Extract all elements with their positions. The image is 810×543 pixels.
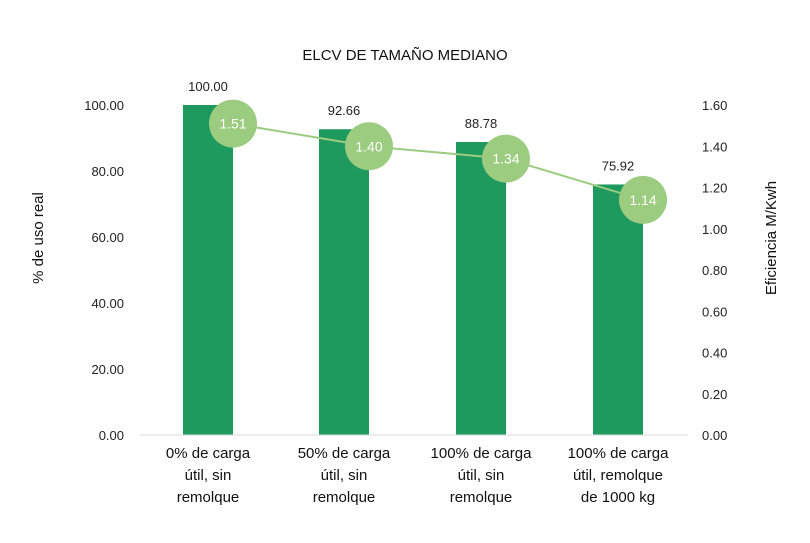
category-label: 100% de carga <box>431 445 533 462</box>
line-value-label: 1.51 <box>219 116 246 132</box>
bar-value-label: 88.78 <box>465 116 498 131</box>
y2-tick-label: 0.00 <box>702 428 727 443</box>
category-label: útil, sin <box>185 467 232 484</box>
efficiency-line <box>232 122 644 201</box>
line-marker <box>209 99 257 148</box>
y2-tick-label: 1.60 <box>702 98 727 113</box>
bar <box>456 142 506 435</box>
category-label: 100% de carga <box>568 445 670 462</box>
bar <box>183 105 233 435</box>
y2-tick-label: 0.40 <box>702 346 727 361</box>
bar-value-label: 75.92 <box>602 158 635 173</box>
line-value-label: 1.14 <box>629 192 656 208</box>
y2-tick-label: 1.40 <box>702 139 727 154</box>
bar <box>319 129 369 436</box>
line-value-label: 1.40 <box>355 138 382 154</box>
y-tick-label: 60.00 <box>91 230 124 245</box>
y-tick-label: 80.00 <box>91 164 124 179</box>
y2-tick-label: 0.60 <box>702 304 727 319</box>
bar-value-label: 100.00 <box>188 79 228 94</box>
line-marker <box>345 122 393 171</box>
category-label: 50% de carga <box>298 445 391 462</box>
bar <box>593 184 643 435</box>
y2-tick-label: 1.00 <box>702 222 727 237</box>
y-tick-label: 100.00 <box>84 98 124 113</box>
y2-axis-label: Eficiencia M/Kwh <box>763 181 780 295</box>
line-marker <box>619 175 667 224</box>
category-label: de 1000 kg <box>581 489 655 506</box>
plot-area: 0.00 20.00 40.00 60.00 80.00 100.00 0.00 0.20 0.… <box>84 79 727 506</box>
category-label: remolque <box>177 489 240 506</box>
y-tick-label: 20.00 <box>91 362 124 377</box>
category-label: útil, remolque <box>573 467 663 484</box>
category-label: 0% de carga <box>166 445 251 462</box>
y-axis-label: % de uso real <box>30 192 47 284</box>
line-value-label: 1.34 <box>492 151 519 167</box>
y-tick-label: 0.00 <box>99 428 124 443</box>
category-label: remolque <box>450 489 513 506</box>
y-tick-label: 40.00 <box>91 296 124 311</box>
y2-tick-label: 0.80 <box>702 263 727 278</box>
chart-title: ELCV DE TAMAÑO MEDIANO <box>302 47 507 64</box>
category-label: útil, sin <box>458 467 505 484</box>
line-marker <box>482 134 530 183</box>
category-label: útil, sin <box>321 467 368 484</box>
category-label: remolque <box>313 489 376 506</box>
bar-value-label: 92.66 <box>328 103 361 118</box>
y2-tick-label: 1.20 <box>702 181 727 196</box>
y2-tick-label: 0.20 <box>702 387 727 402</box>
